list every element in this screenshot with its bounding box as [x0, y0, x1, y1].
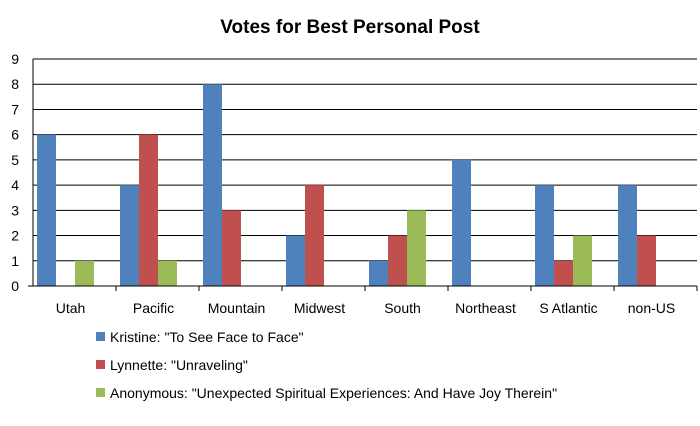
legend-label: Anonymous: "Unexpected Spiritual Experie… — [110, 385, 557, 401]
bar-0-mountain — [203, 84, 222, 286]
legend-label: Kristine: "To See Face to Face" — [110, 329, 304, 345]
y-tick-label: 7 — [11, 101, 19, 117]
x-tick-label: non-US — [628, 300, 675, 316]
bar-2-south — [407, 210, 426, 286]
legend-swatch — [96, 360, 105, 369]
bar-0-non-us — [618, 185, 637, 286]
bar-0-pacific — [120, 185, 139, 286]
bar-0-midwest — [286, 235, 305, 286]
bar-0-northeast — [452, 159, 471, 286]
legend-swatch — [96, 332, 105, 341]
bar-0-south — [369, 260, 388, 286]
y-tick-label: 3 — [11, 202, 19, 218]
x-tick-label: South — [384, 300, 421, 316]
x-tick-label: S Atlantic — [539, 300, 597, 316]
bar-1-mountain — [222, 210, 241, 286]
bar-0-utah — [37, 134, 56, 286]
x-tick-label: Midwest — [294, 300, 345, 316]
bar-1-south — [388, 235, 407, 286]
bar-2-utah — [75, 260, 94, 286]
bar-0-s-atlantic — [535, 185, 554, 286]
bar-1-pacific — [139, 134, 158, 286]
y-tick-label: 0 — [11, 278, 19, 294]
bar-1-non-us — [637, 235, 656, 286]
y-tick-label: 9 — [11, 51, 19, 67]
x-tick-label: Pacific — [133, 300, 174, 316]
x-tick-label: Northeast — [455, 300, 516, 316]
bar-1-midwest — [305, 185, 324, 286]
legend-swatch — [96, 388, 105, 397]
legend-label: Lynnette: "Unraveling" — [110, 357, 248, 373]
y-tick-label: 5 — [11, 152, 19, 168]
y-tick-label: 6 — [11, 127, 19, 143]
chart-title: Votes for Best Personal Post — [220, 17, 480, 38]
y-tick-label: 2 — [11, 228, 19, 244]
bar-2-pacific — [158, 260, 177, 286]
y-tick-label: 4 — [11, 177, 19, 193]
x-tick-label: Utah — [56, 300, 86, 316]
bar-2-s-atlantic — [573, 235, 592, 286]
x-tick-label: Mountain — [208, 300, 266, 316]
y-tick-label: 1 — [11, 253, 19, 269]
y-tick-label: 8 — [11, 76, 19, 92]
bar-1-s-atlantic — [554, 260, 573, 286]
